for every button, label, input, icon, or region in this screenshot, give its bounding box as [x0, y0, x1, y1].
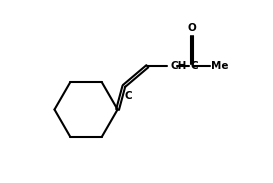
Text: C: C	[191, 61, 198, 71]
Text: C: C	[125, 91, 132, 101]
Text: Me: Me	[211, 61, 228, 71]
Text: CH: CH	[171, 61, 187, 71]
Text: O: O	[188, 23, 196, 33]
